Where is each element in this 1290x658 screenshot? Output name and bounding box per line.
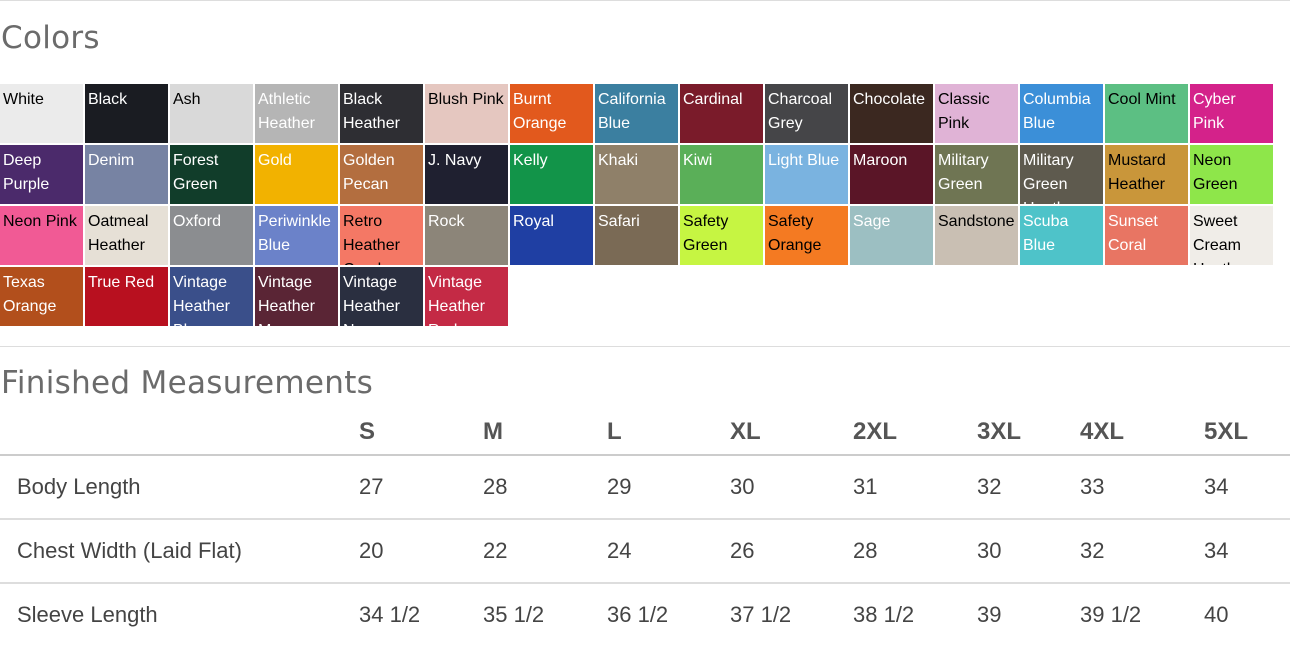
color-swatch: Safety Orange [765, 206, 848, 265]
measurement-value: 33 [1063, 455, 1187, 520]
color-swatch: Cyber Pink [1190, 84, 1273, 143]
size-header: 5XL [1187, 410, 1290, 456]
measurement-value: 24 [590, 519, 713, 584]
color-swatch: Light Blue [765, 145, 848, 204]
color-swatch: Ash [170, 84, 253, 143]
color-swatch: Chocolate [850, 84, 933, 143]
header-row: S M L XL 2XL 3XL 4XL 5XL [0, 410, 1290, 456]
section-title: Colors [1, 20, 100, 56]
color-swatch: Athletic Heather [255, 84, 338, 143]
color-swatch: Sunset Coral [1105, 206, 1188, 265]
row-label: Sleeve Length [17, 602, 158, 627]
measurement-value: 34 1/2 [359, 602, 421, 627]
color-swatch: Sage [850, 206, 933, 265]
measurement-value: 32 [960, 455, 1063, 520]
measurement-value: 35 1/2 [483, 602, 545, 627]
color-swatch: Safety Green [680, 206, 763, 265]
color-swatch: Forest Green [170, 145, 253, 204]
size-header: M [466, 410, 590, 456]
color-swatch: Oxford [170, 206, 253, 265]
color-swatch: Texas Orange [0, 267, 83, 326]
size-header: XL [713, 410, 836, 456]
color-swatch: Retro Heather Coral [340, 206, 423, 265]
color-swatch: Rock [425, 206, 508, 265]
color-swatch: Classic Pink [935, 84, 1018, 143]
measurement-value: 26 [713, 519, 836, 584]
color-swatch: Charcoal Grey [765, 84, 848, 143]
color-swatch: Vintage Heather Red [425, 267, 508, 326]
color-swatch: California Blue [595, 84, 678, 143]
measurement-value: 27 [342, 455, 466, 520]
color-swatch: Sandstone [935, 206, 1018, 265]
color-swatch: Black [85, 84, 168, 143]
color-swatch: Kiwi [680, 145, 763, 204]
measurement-value: 30 [960, 519, 1063, 584]
color-swatch: Oatmeal Heather [85, 206, 168, 265]
color-swatch: Black Heather [340, 84, 423, 143]
color-swatch: Golden Pecan [340, 145, 423, 204]
measurement-value: 28 [466, 455, 590, 520]
measurement-value: 38 1/2 [853, 602, 915, 627]
measurement-row: Body Length 27 28 29 30 31 32 33 34 [0, 455, 1290, 520]
measurement-value: 37 1/2 [730, 602, 792, 627]
color-swatch: Vintage Heather Blue [170, 267, 253, 326]
color-swatch: J. Navy [425, 145, 508, 204]
measurement-value: 34 [1187, 519, 1290, 584]
row-label: Body Length [0, 455, 342, 520]
color-swatch: Columbia Blue [1020, 84, 1103, 143]
color-swatch: Mustard Heather [1105, 145, 1188, 204]
measurement-value: 40 [1204, 602, 1229, 627]
measurement-row: Chest Width (Laid Flat) 20 22 24 26 28 30 32 34 [0, 519, 1290, 584]
color-swatch: Military Green [935, 145, 1018, 204]
measurement-value: 32 [1063, 519, 1187, 584]
measurement-value: 39 [977, 602, 1002, 627]
color-swatch: Vintage Heather Navy [340, 267, 423, 326]
measurement-value: 30 [713, 455, 836, 520]
color-swatch: Blush Pink [425, 84, 508, 143]
size-header: S [342, 410, 466, 456]
size-header: 2XL [836, 410, 960, 456]
measurement-value: 34 [1187, 455, 1290, 520]
size-header: 4XL [1063, 410, 1187, 456]
measurement-value: 36 1/2 [607, 602, 669, 627]
color-swatch: Sweet Cream Heather [1190, 206, 1273, 265]
color-swatch: Military Green Heather [1020, 145, 1103, 204]
size-header: L [590, 410, 713, 456]
color-swatch: Neon Green [1190, 145, 1273, 204]
measurement-value: 29 [590, 455, 713, 520]
color-swatch: True Red [85, 267, 168, 326]
row-label: Chest Width (Laid Flat) [0, 519, 342, 584]
measurement-value: 39 1/2 [1080, 602, 1142, 627]
color-swatch: Khaki [595, 145, 678, 204]
measurement-table: S M L XL 2XL 3XL 4XL 5XL Body Length 27 28 29 30 31 3… [0, 410, 1290, 646]
measurement-value: 22 [466, 519, 590, 584]
divider [0, 0, 1290, 1]
measurement-value: 31 [836, 455, 960, 520]
header-cell [0, 410, 342, 456]
size-header: 3XL [960, 410, 1063, 456]
divider [0, 346, 1290, 347]
color-swatch: Scuba Blue [1020, 206, 1103, 265]
color-swatch: Royal [510, 206, 593, 265]
color-swatch: Denim [85, 145, 168, 204]
color-swatch: Burnt Orange [510, 84, 593, 143]
color-swatch: Neon Pink [0, 206, 83, 265]
measurement-row: Sleeve Length 34 1/2 35 1/2 36 1/2 37 1/2 38 … [0, 583, 1290, 646]
color-swatch: Cool Mint [1105, 84, 1188, 143]
color-swatch: Deep Purple [0, 145, 83, 204]
section-title: Finished Measurements [1, 365, 374, 401]
color-swatch: Gold [255, 145, 338, 204]
color-swatch: Vintage Heather Maroon [255, 267, 338, 326]
color-swatch: Maroon [850, 145, 933, 204]
color-swatch: Kelly [510, 145, 593, 204]
measurement-value: 20 [342, 519, 466, 584]
color-swatch: Cardinal [680, 84, 763, 143]
color-swatch: White [0, 84, 83, 143]
color-swatch: Periwinkle Blue [255, 206, 338, 265]
swatch-grid: White Black Ash Athletic Heather Black Heath… [0, 84, 1290, 328]
measurement-value: 28 [836, 519, 960, 584]
color-swatch: Safari [595, 206, 678, 265]
